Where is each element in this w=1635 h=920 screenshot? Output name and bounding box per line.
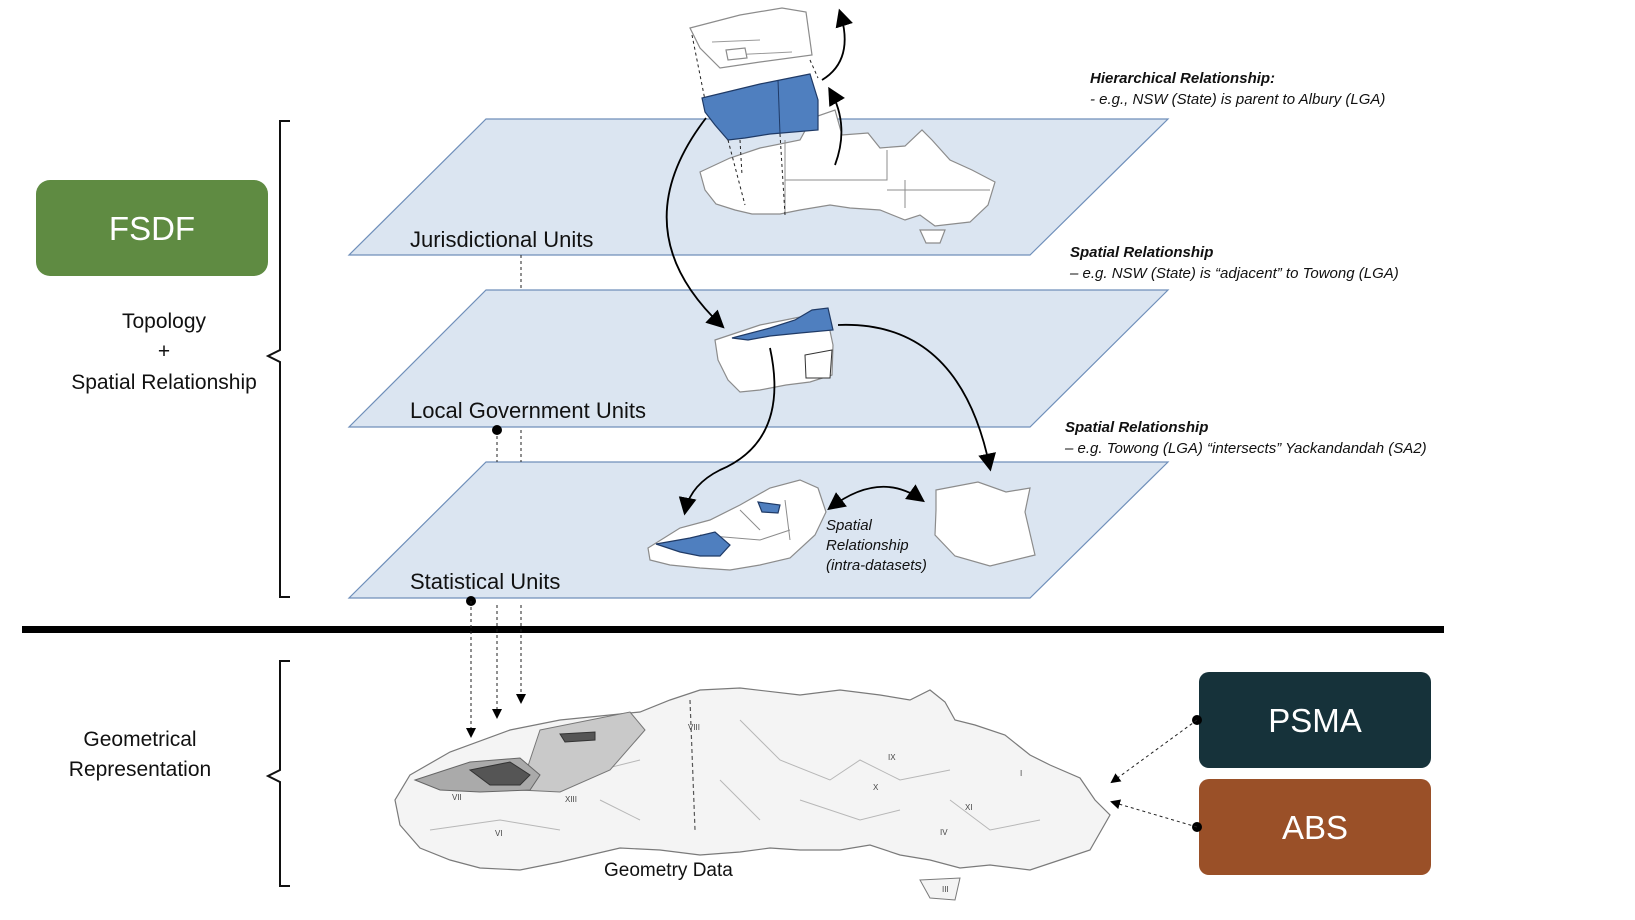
geometrical-line-1: Geometrical: [83, 728, 196, 751]
hierarchy-arrow-upper: [821, 8, 853, 81]
intra-label-1: Spatial: [826, 517, 873, 534]
topology-line-3: Spatial Relationship: [71, 371, 257, 394]
region-xi: XI: [965, 803, 973, 812]
spatial-2-title: Spatial Relationship: [1065, 419, 1208, 436]
fsdf-label: FSDF: [109, 210, 195, 247]
hierarchical-title: Hierarchical Relationship:: [1090, 70, 1275, 87]
region-x: X: [873, 783, 879, 792]
intra-label-3: (intra-datasets): [826, 557, 927, 574]
region-iv: IV: [940, 828, 948, 837]
geometrical-line-2: Representation: [69, 758, 211, 781]
nsw-state-shape: [701, 73, 819, 141]
lga-to-sa2-arrow: [678, 347, 776, 516]
yackandandah-sa2-shape: [655, 531, 731, 557]
intra-dataset-arrow: [827, 484, 925, 511]
abs-arrow: [1110, 799, 1198, 828]
lga-map: [714, 307, 834, 393]
lga-dot: [492, 425, 502, 435]
topology-line-2: +: [158, 340, 170, 363]
spatial-1-body: – e.g. NSW (State) is “adjacent” to Towo…: [1069, 265, 1399, 282]
psma-label: PSMA: [1268, 702, 1362, 739]
region-vii: VII: [452, 793, 462, 802]
jurisdictional-map: [699, 109, 996, 244]
hierarchy-stack: [689, 7, 819, 216]
region-iii: III: [942, 885, 949, 894]
section-divider: [22, 626, 1444, 633]
region-ix: IX: [888, 753, 896, 762]
topology-line-1: Topology: [122, 310, 207, 333]
sa2-small-shape: [757, 501, 781, 514]
abs-label: ABS: [1282, 809, 1348, 846]
sa2-map: [647, 479, 1036, 571]
topology-brace: [265, 120, 290, 598]
region-i: I: [1020, 769, 1022, 778]
region-vi: VI: [495, 829, 503, 838]
region-xiii: XIII: [565, 795, 577, 804]
psma-arrow: [1110, 719, 1198, 784]
state-to-lga-arrow: [665, 117, 725, 329]
hierarchical-body: - e.g., NSW (State) is parent to Albury …: [1090, 91, 1385, 108]
towong-lga-shape: [731, 307, 834, 341]
geometry-map: VIII VII XIII VI IX X XI IV I III: [394, 687, 1111, 901]
spatial-1-title: Spatial Relationship: [1070, 244, 1213, 261]
local-government-label: Local Government Units: [410, 398, 646, 423]
intra-label-2: Relationship: [826, 537, 909, 554]
hierarchy-arrow-lower: [828, 86, 845, 166]
abs-box: [1199, 779, 1431, 875]
psma-box: [1199, 672, 1431, 768]
fsdf-box: [36, 180, 268, 276]
lga-to-stat-arrow: [837, 324, 996, 472]
jurisdictional-label: Jurisdictional Units: [410, 227, 593, 252]
geometry-brace: [265, 660, 290, 887]
statistical-label: Statistical Units: [410, 569, 560, 594]
spatial-2-body: – e.g. Towong (LGA) “intersects” Yackand…: [1064, 440, 1427, 457]
region-viii: VIII: [688, 723, 700, 732]
geometry-data-label: Geometry Data: [604, 860, 733, 881]
